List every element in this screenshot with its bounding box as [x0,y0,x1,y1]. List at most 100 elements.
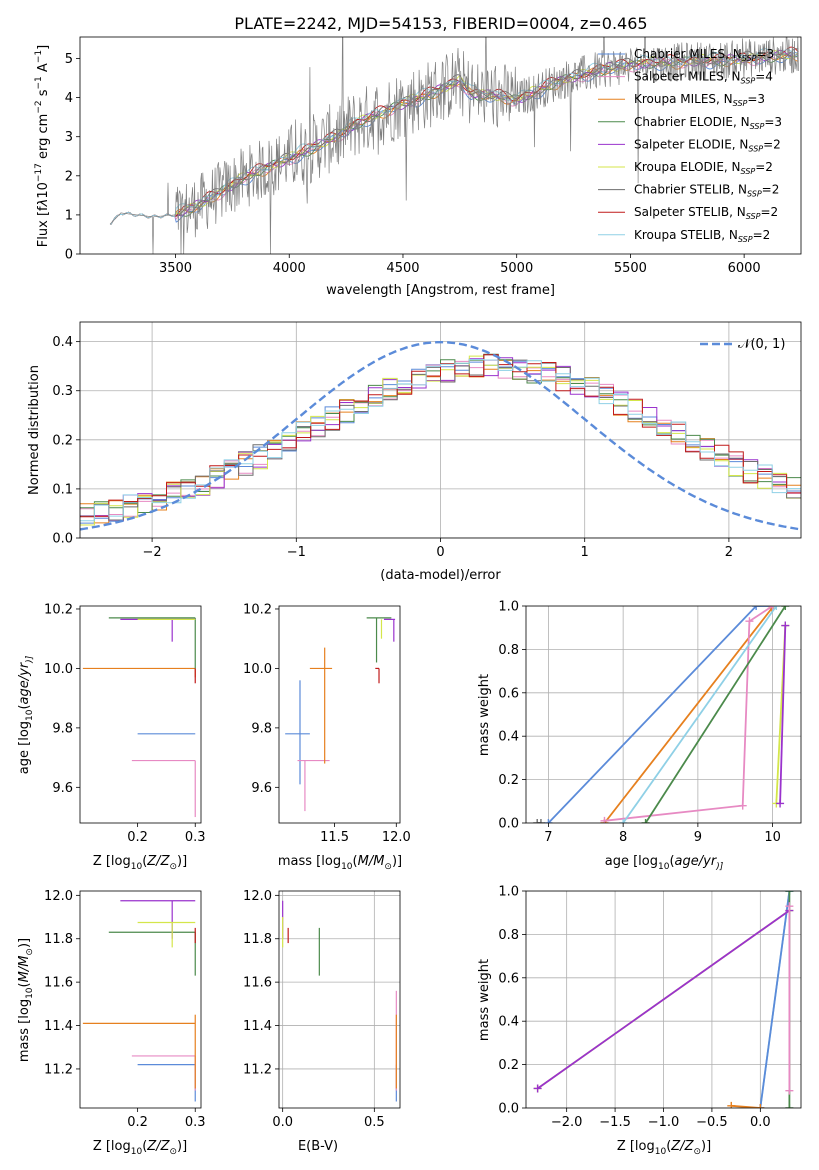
axes-frame [79,605,202,824]
legend-label: Chabrier MILES, NSSP=3 [634,47,774,63]
mass-weight-marker [781,606,790,610]
y-axis-label: mass weight [477,674,492,756]
legend-label: Salpeter ELODIE, NSSP=2 [634,137,781,153]
y-axis-label: Flux [fλ10−17 erg cm−2 s−1 A−1] [34,45,51,247]
plot-area [279,891,400,1108]
legend-label: Kroupa ELODIE, NSSP=2 [634,160,773,176]
x-tick-label: −2.0 [551,1115,583,1130]
mass-weight-marker [727,1101,736,1108]
mass-weight-line [603,606,774,823]
x-tick-label: 4500 [386,261,419,276]
panel-age-Z: 0.2 0.3 9.6 9.8 10.0 10.2 Z [log10(Z/Z⊙)] age [… [17,602,206,872]
y-tick-label: 0.3 [52,384,73,399]
axes-frame [525,605,802,824]
y-tick-label: 0.2 [52,433,73,448]
panel-mass-Z: 0.2 0.3 11.2 11.4 11.6 11.8 12.0 Z [log10(Z/Z⊙)… [17,889,206,1157]
y-tick-label: 3 [65,130,73,145]
mass-weight-marker [533,1084,542,1093]
x-tick-label: −1 [287,545,306,560]
x-axis-label: wavelength [Angstrom, rest frame] [326,283,555,298]
y-axis-label: mass weight [477,959,492,1041]
mass-weight-marker [756,1104,765,1108]
mass-weight-line [537,909,790,1090]
y-tick-label: 0.6 [498,971,519,986]
legend-label: Salpeter MILES, NSSP=4 [634,70,773,86]
y-tick-label: 11.8 [243,932,272,947]
plot-area [82,617,196,818]
plot-area [526,891,801,1108]
legend-label: Salpeter STELIB, NSSP=2 [634,205,778,221]
x-tick-label: 0.3 [185,830,206,845]
mass-weight-marker [544,819,553,823]
legend: Chabrier MILES, NSSP=3 Salpeter MILES, NS… [598,47,782,244]
panel-weight-age: 7 8 9 10 0.0 0.2 0.4 0.6 0.8 1.0 age [log10(age/yr… [477,600,802,872]
normal-curve [80,341,799,531]
y-tick-label: 11.6 [243,976,272,991]
y-tick-label: 1.0 [498,885,519,900]
y-tick-label: 11.6 [44,976,73,991]
mass-weight-marker [785,1086,794,1095]
x-tick-label: 12.0 [382,830,411,845]
y-tick-label: 10.0 [44,662,73,677]
y-tick-label: 5 [65,52,73,67]
y-tick-label: 0.2 [498,1058,519,1073]
panel-weight-Z: −2.0 −1.5 −1.0 −0.5 0.0 0.0 0.2 0.4 0.6 0.8 1.0 Z [… [477,885,802,1157]
y-axis-label: Normed distribution [27,365,42,495]
plot-area [82,900,196,1102]
y-tick-label: 11.2 [243,1062,272,1077]
mass-weight-marker [536,819,545,823]
x-tick-label: 2 [725,545,733,560]
x-axis-label: Z [log10(Z/Z⊙)] [93,1139,187,1157]
x-tick-label: −1.0 [648,1115,680,1130]
x-tick-label: −1.5 [599,1115,631,1130]
x-axis-label: Z [log10(Z/Z⊙)] [617,1139,711,1157]
x-axis-label: (data-model)/error [380,568,501,583]
legend-label: Kroupa STELIB, NSSP=2 [634,228,770,244]
figure-title: PLATE=2242, MJD=54153, FIBERID=0004, z=0… [234,14,647,33]
mass-weight-marker [745,617,754,626]
y-axis-label: mass [log10(M/M⊙)] [17,938,35,1062]
x-tick-label: 0.0 [272,1115,293,1130]
axes-frame [278,605,401,824]
mass-weight-marker [785,1104,794,1108]
mass-weight-marker [768,606,777,610]
axes-frame [79,36,802,255]
y-tick-label: 0.4 [498,1015,519,1030]
y-tick-label: 0.0 [498,817,519,832]
y-tick-label: 0.2 [498,773,519,788]
mass-weight-marker [533,819,542,823]
mass-weight-marker [738,801,747,810]
y-tick-label: 11.4 [44,1019,73,1034]
panel-age-mass: 11.5 12.0 9.6 9.8 10.0 10.2 mass [log10(M/M⊙)] [243,602,411,872]
y-tick-label: 0.1 [52,482,73,497]
x-tick-label: 11.5 [320,830,349,845]
y-tick-label: 11.4 [243,1019,272,1034]
mass-weight-marker [772,606,781,610]
y-tick-label: 10.0 [243,662,272,677]
y-tick-label: 4 [65,91,73,106]
x-tick-label: 10 [764,830,781,845]
mass-weight-marker [785,891,794,895]
mass-weight-marker [781,621,790,630]
x-axis-label: E(B-V) [298,1139,338,1154]
x-tick-label: 0.0 [750,1115,771,1130]
legend-label: Chabrier STELIB, NSSP=2 [634,183,779,199]
x-tick-label: 4000 [273,261,306,276]
histogram-step [80,359,801,522]
x-tick-label: 0.5 [364,1115,385,1130]
y-tick-label: 1.0 [498,600,519,615]
mass-weight-line [779,625,787,804]
axes-frame [278,890,401,1109]
y-tick-label: 10.2 [44,602,73,617]
y-tick-label: 2 [65,169,73,184]
axes-frame [79,890,202,1109]
histogram-step [80,354,801,518]
y-tick-label: 0.4 [52,335,73,350]
mass-weight-marker [776,799,785,808]
x-tick-label: 8 [619,830,627,845]
x-tick-label: −2 [143,545,162,560]
panel-mass-EBV: 0.0 0.5 11.2 11.4 11.6 11.8 12.0 E(B-V) [243,889,401,1154]
x-tick-label: 3500 [159,261,192,276]
x-tick-label: 9 [694,830,702,845]
